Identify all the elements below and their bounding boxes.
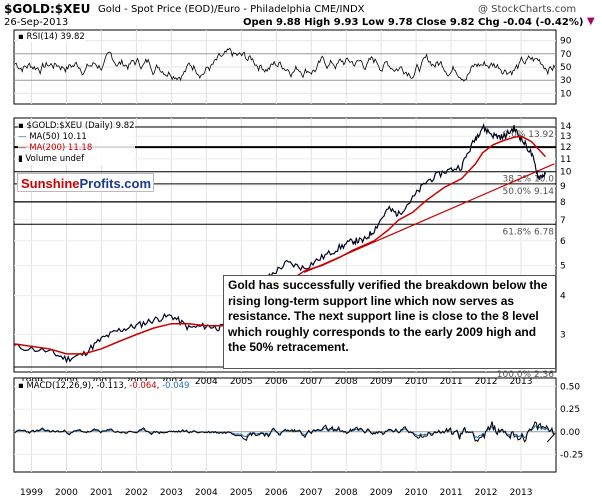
x-tick-label-price: 2004 <box>195 377 218 387</box>
x-tick-label-price: 2006 <box>265 377 288 387</box>
x-tick-label-macd: 2007 <box>300 488 323 498</box>
legend-volume: ▮ Volume undef <box>18 154 85 164</box>
x-tick-label-macd: 2013 <box>510 488 533 498</box>
x-tick-label-macd: 2010 <box>405 488 428 498</box>
legend-ma50: — MA(50) 10.11 <box>18 132 87 142</box>
x-tick-label-price: 2010 <box>405 377 428 387</box>
rsi-tick-label: 90 <box>560 37 572 47</box>
macd-tick-label: -0.25 <box>560 450 583 460</box>
legend-price: ▪ $GOLD:$XEU (Daily) 9.82 <box>18 121 135 131</box>
fib-level-label: 38.2% 10.0 <box>503 175 555 185</box>
x-tick-label-macd: 2011 <box>440 488 463 498</box>
macd-line <box>14 421 556 443</box>
macd-label: ▪ MACD(12,26,9), -0.113, -0.064, -0.049 <box>18 381 190 391</box>
x-tick-label-macd: 2006 <box>265 488 288 498</box>
ohlc-readout: Open 9.88 High 9.93 Low 9.78 Close 9.82 … <box>243 17 584 28</box>
price-tick-label: 5 <box>560 261 566 271</box>
macd-tick-label: 0.00 <box>560 428 580 438</box>
price-tick-label: 6 <box>560 237 566 247</box>
fib-level-label: 50.0% 9.14 <box>503 187 555 197</box>
price-tick-label: 8 <box>560 198 566 208</box>
macd-value: -0.113 <box>96 381 124 391</box>
macd-hist-value: -0.049 <box>162 381 190 391</box>
sunshine-profits-logo: SunshineProfits.com <box>17 173 154 192</box>
legend-ma200: — MA(200) 11.18 <box>18 143 93 153</box>
fib-level-label: 0.0% 13.92 <box>503 130 555 140</box>
x-tick-label-price: 2007 <box>300 377 323 387</box>
x-tick-label-price: 2005 <box>230 377 253 387</box>
price-tick-label: 3 <box>560 331 566 341</box>
chart-description: Gold - Spot Price (EOD)/Euro - Philadelp… <box>98 4 365 15</box>
macd-tick-label: 0.25 <box>560 405 580 415</box>
rsi-tick-label: 70 <box>560 50 572 60</box>
price-tick-label: 4 <box>560 292 566 302</box>
ma200-line <box>13 135 547 355</box>
macd-tick-label: 0.50 <box>560 383 580 393</box>
price-tick-label: 11 <box>560 155 571 165</box>
fib-level-label: 61.8% 6.78 <box>503 227 555 237</box>
x-tick-label-price: 2008 <box>335 377 358 387</box>
price-tick-label: 13 <box>560 132 571 142</box>
rsi-tick-label: 50 <box>560 63 572 73</box>
x-tick-label-macd: 2012 <box>475 488 498 498</box>
macd-panel-frame <box>13 377 557 473</box>
x-tick-label-price: 2013 <box>510 377 533 387</box>
rsi-tick-label: 30 <box>560 76 572 86</box>
chart-symbol: $GOLD:$XEU <box>4 2 91 16</box>
x-tick-label-macd: 2002 <box>125 488 148 498</box>
x-tick-label-price: 2011 <box>440 377 463 387</box>
rsi-label-text: RSI(14) 39.82 <box>26 32 85 42</box>
x-tick-label-macd: 2005 <box>230 488 253 498</box>
x-tick-label-price: 2009 <box>370 377 393 387</box>
rsi-tick-label: 10 <box>560 89 572 99</box>
macd-signal-value: -0.064 <box>129 381 157 391</box>
price-tick-label: 10 <box>560 168 572 178</box>
chart-date: 26-Sep-2013 <box>4 17 69 28</box>
x-tick-label-macd: 2001 <box>90 488 113 498</box>
price-line <box>13 123 546 364</box>
fib-level-label: 100.0% 2.36 <box>497 370 554 380</box>
price-tick-label: 12 <box>560 143 571 153</box>
x-tick-label-macd: 1999 <box>20 488 43 498</box>
change-down-icon: ▼ <box>587 16 595 27</box>
price-tick-label: 9 <box>560 182 566 192</box>
price-tick-label: 7 <box>560 216 566 226</box>
rsi-label: ▪ RSI(14) 39.82 <box>18 32 85 42</box>
x-tick-label-macd: 2009 <box>370 488 393 498</box>
price-tick-label: 14 <box>560 122 572 132</box>
watermark: @ StockCharts.com <box>478 4 577 15</box>
price-legend: ▪ $GOLD:$XEU (Daily) 9.82 — MA(50) 10.11… <box>18 121 135 165</box>
rsi-line <box>14 47 556 82</box>
x-tick-label-macd: 2003 <box>160 488 183 498</box>
annotation-box: Gold has successfully verified the break… <box>223 275 556 369</box>
x-tick-label-price: 2012 <box>475 377 498 387</box>
x-tick-label-macd: 2008 <box>335 488 358 498</box>
x-tick-label-macd: 2000 <box>55 488 78 498</box>
x-tick-label-macd: 2004 <box>195 488 218 498</box>
